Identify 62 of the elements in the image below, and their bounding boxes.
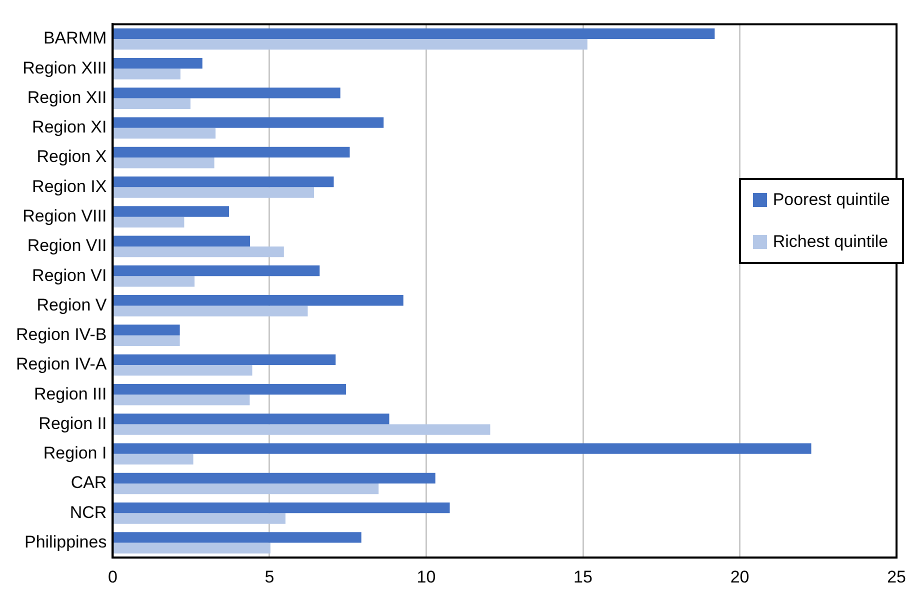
bar xyxy=(113,424,490,435)
bar xyxy=(113,128,216,139)
x-tick-label: 20 xyxy=(730,567,750,586)
y-tick-label: Region VI xyxy=(32,266,107,285)
x-tick-label: 15 xyxy=(574,567,592,586)
bar xyxy=(113,306,308,316)
bar xyxy=(113,276,195,287)
bar xyxy=(113,68,180,80)
bar xyxy=(113,364,252,376)
bar xyxy=(113,98,190,109)
bar xyxy=(113,28,715,40)
x-tick-label: 0 xyxy=(108,567,118,586)
y-tick-label: Region IV-A xyxy=(16,354,108,374)
y-tick-label: Region XI xyxy=(32,118,107,137)
bar xyxy=(113,176,334,188)
y-tick-label: BARMM xyxy=(43,28,107,48)
bar xyxy=(113,58,202,69)
y-tick-label: Region X xyxy=(36,147,107,166)
bar xyxy=(113,542,270,554)
y-tick-label: Region IV-B xyxy=(16,325,107,344)
y-tick-label: Region VIII xyxy=(22,206,107,226)
bar xyxy=(113,265,320,276)
bar xyxy=(113,324,180,336)
bar xyxy=(113,216,184,228)
bar xyxy=(113,502,450,514)
x-tick-label: 10 xyxy=(416,567,436,586)
y-tick-label: Region VII xyxy=(27,236,107,256)
legend-label: Poorest quintile xyxy=(772,190,890,210)
bar xyxy=(113,295,404,306)
bar xyxy=(113,443,812,454)
bar xyxy=(113,146,350,158)
y-tick-label: CAR xyxy=(70,473,107,492)
bar xyxy=(113,532,362,543)
y-tick-label: Region I xyxy=(43,444,107,463)
bar xyxy=(113,384,346,395)
bar xyxy=(113,236,250,246)
bar xyxy=(113,414,390,424)
y-tick-label: Region XIII xyxy=(22,58,107,78)
bar xyxy=(113,158,214,168)
bar xyxy=(113,206,230,217)
bar xyxy=(113,335,180,346)
y-tick-label: Region III xyxy=(34,384,107,404)
y-tick-label: Philippines xyxy=(24,532,107,552)
bar xyxy=(113,117,384,128)
legend-label: Richest quintile xyxy=(772,232,888,252)
bar xyxy=(113,354,336,365)
bar xyxy=(113,472,436,484)
y-tick-label: Region II xyxy=(38,414,107,433)
bar xyxy=(113,484,379,494)
y-tick-label: Region XII xyxy=(27,88,107,107)
y-tick-label: Region V xyxy=(36,295,108,314)
bar xyxy=(113,454,194,465)
bar xyxy=(113,187,314,198)
bar xyxy=(113,246,284,258)
y-tick-label: Region IX xyxy=(32,176,107,196)
y-tick-label: NCR xyxy=(70,502,107,522)
x-tick-label: 5 xyxy=(264,567,274,586)
bar xyxy=(113,88,340,98)
x-tick-label: 25 xyxy=(887,567,906,586)
bar xyxy=(113,39,588,50)
bar xyxy=(113,513,286,524)
bar xyxy=(113,394,250,406)
